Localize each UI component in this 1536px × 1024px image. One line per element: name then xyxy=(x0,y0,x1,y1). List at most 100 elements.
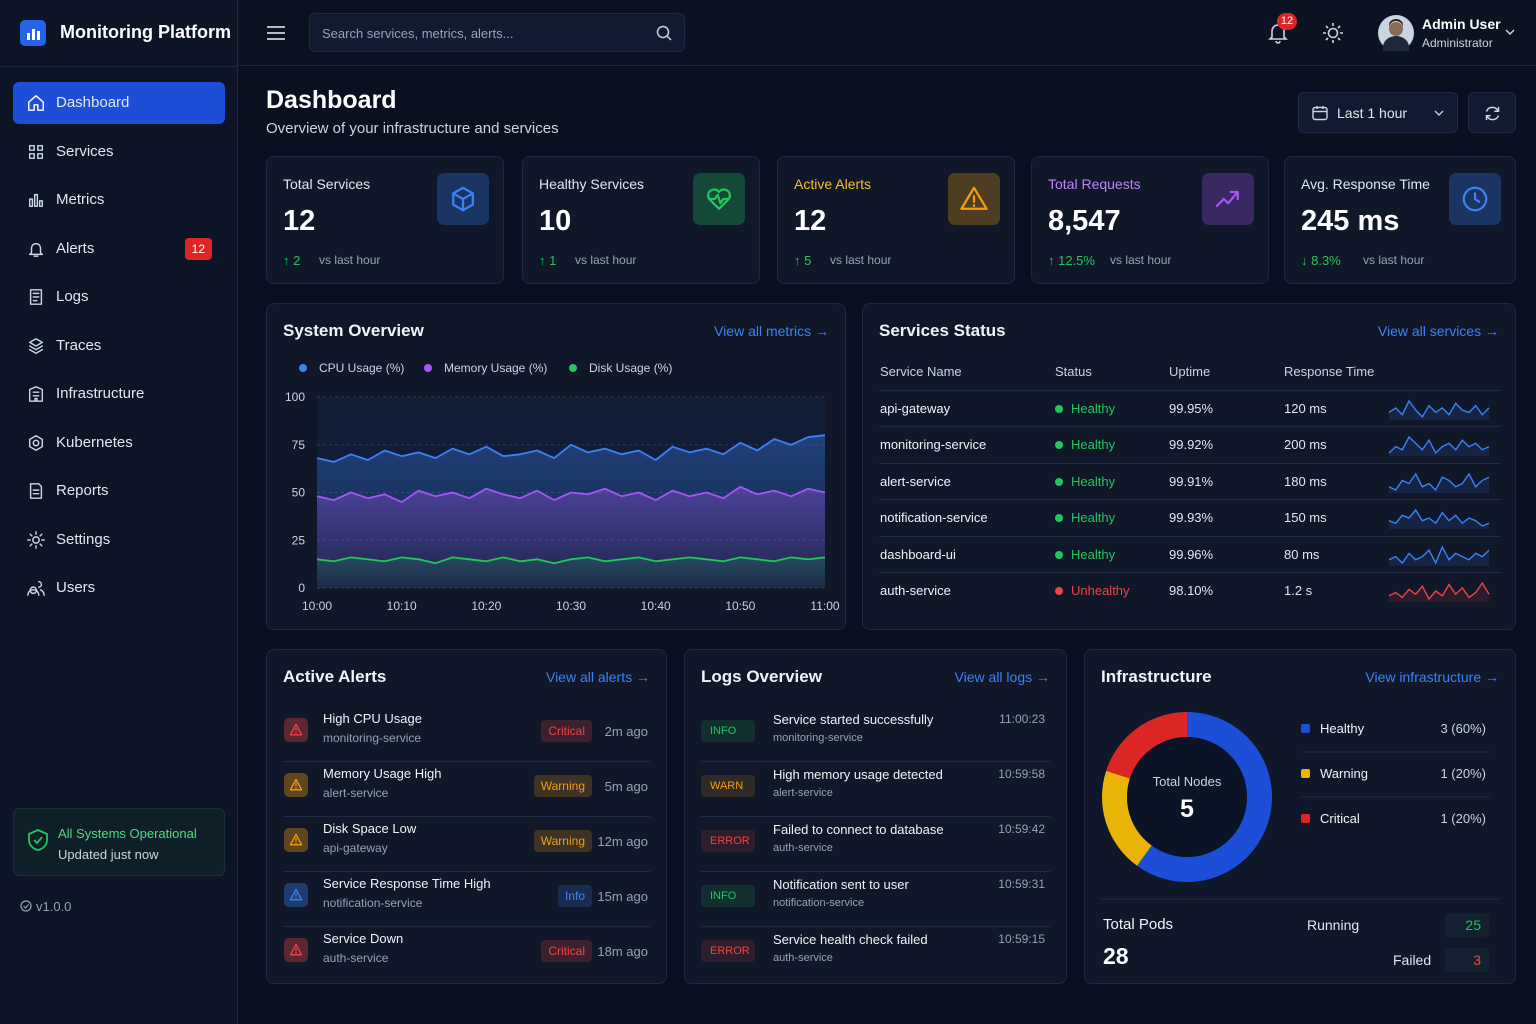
running-label: Running xyxy=(1307,917,1360,933)
icon-shape xyxy=(289,833,303,846)
menu-button[interactable] xyxy=(266,25,286,41)
log-time: 10:59:42 xyxy=(998,822,1045,836)
sparkline xyxy=(1388,399,1490,420)
nav-item[interactable]: Traces xyxy=(13,325,225,367)
log-service: notification-service xyxy=(773,897,865,909)
icon xyxy=(960,186,988,210)
stat-icon xyxy=(437,173,489,225)
donut-hole xyxy=(1127,737,1247,857)
panel-title: Active Alerts xyxy=(283,667,387,686)
stat-change: ↑ 12.5% xyxy=(1048,253,1095,268)
alert-service: monitoring-service xyxy=(323,731,422,745)
time-range-select[interactable]: Last 1 hour xyxy=(1298,92,1458,133)
uptime: 99.93% xyxy=(1169,510,1214,526)
severity-badge: Warning xyxy=(533,830,592,852)
alert-icon xyxy=(284,773,308,797)
alert-icon xyxy=(284,718,308,742)
nav-item[interactable]: Infrastructure xyxy=(13,373,225,415)
panel-link[interactable]: View all alerts → xyxy=(545,669,650,685)
response-time: 1.2 s xyxy=(1284,583,1313,598)
sparkline-line xyxy=(1388,399,1490,419)
stat-note: vs last hour xyxy=(575,253,637,267)
icon xyxy=(289,833,303,846)
stat-note: vs last hour xyxy=(319,253,381,267)
refresh-button[interactable] xyxy=(1468,92,1516,133)
icon-shape xyxy=(27,530,45,549)
user-name: Admin User xyxy=(1422,16,1501,32)
icon-shape xyxy=(289,723,303,736)
nav-item[interactable]: Settings xyxy=(13,519,225,561)
infrastructure-panel: Healthy 3 (60%) Warning 1 (20%) Critical 1 (2… xyxy=(1084,649,1516,984)
alert-icon xyxy=(284,883,308,907)
icon-shape xyxy=(29,483,43,499)
row-divider xyxy=(879,426,1501,428)
nav-item[interactable]: Metrics xyxy=(13,179,225,221)
refresh-icon xyxy=(1485,106,1500,121)
nav-item[interactable]: Reports xyxy=(13,470,225,512)
legend-label: Healthy xyxy=(1320,721,1365,736)
panel-link[interactable]: View all logs → xyxy=(954,669,1050,685)
log-message: Service health check failed xyxy=(773,932,928,947)
uptime: 99.91% xyxy=(1169,473,1214,489)
theme-toggle[interactable] xyxy=(1322,22,1344,44)
stat-value: 10 xyxy=(539,205,572,237)
panel-link[interactable]: View all metrics → xyxy=(714,323,829,339)
alert-title: Service Down xyxy=(323,931,404,946)
alert-time: 18m ago xyxy=(597,944,648,959)
stat-change: ↓ 8.3% xyxy=(1301,253,1341,268)
icon xyxy=(289,723,303,736)
icon xyxy=(28,434,44,451)
user-role: Administrator xyxy=(1422,36,1493,50)
service-name: api-gateway xyxy=(880,401,951,416)
search-box[interactable]: Search services, metrics, alerts... xyxy=(309,13,685,52)
response-time: 150 ms xyxy=(1284,510,1327,526)
nav-item[interactable]: Alerts 12 xyxy=(13,228,225,270)
donut-segment xyxy=(1106,712,1187,779)
nav-item[interactable]: Dashboard xyxy=(13,82,225,124)
service-name: notification-service xyxy=(880,510,988,526)
icon-shape xyxy=(960,186,988,210)
log-time: 11:00:23 xyxy=(999,712,1045,726)
stat-icon xyxy=(693,173,745,225)
avatar[interactable] xyxy=(1378,15,1414,51)
nav-item[interactable]: Users xyxy=(13,567,225,609)
icon xyxy=(452,186,474,212)
x-tick-label: 10:20 xyxy=(471,599,501,613)
legend-label: CPU Usage (%) xyxy=(319,361,404,375)
legend-value: 1 (20%) xyxy=(1440,811,1486,826)
legend-swatch xyxy=(299,364,307,372)
status-dot xyxy=(1055,405,1063,413)
icon-shape xyxy=(27,580,45,596)
logs-overview-panel: Logs Overview View all logs → INFO Servic… xyxy=(684,649,1067,984)
alert-icon xyxy=(284,828,308,852)
log-service: auth-service xyxy=(773,952,833,964)
user-menu-caret[interactable] xyxy=(1505,29,1515,36)
system-overview-chart: 0 25 50 75 100 10:00 10:10 10:20 10:30 10:40 10:50… xyxy=(285,361,840,613)
divider xyxy=(0,66,238,67)
nav-badge: 12 xyxy=(184,237,212,260)
icon-shape xyxy=(28,95,44,111)
panel-link[interactable]: View infrastructure → xyxy=(1365,669,1499,685)
brand-logo xyxy=(20,20,46,46)
stat-note: vs last hour xyxy=(1110,253,1172,267)
sparkline xyxy=(1388,472,1490,493)
failed-label: Failed xyxy=(1393,952,1432,968)
nav-label: Metrics xyxy=(56,191,105,208)
panel-link[interactable]: View all services → xyxy=(1377,323,1499,339)
nav-item[interactable]: Services xyxy=(13,131,225,173)
stat-label: Healthy Services xyxy=(539,176,645,192)
alert-title: Memory Usage High xyxy=(323,766,442,781)
row-divider xyxy=(879,462,1501,464)
log-message: Service started successfully xyxy=(773,712,934,727)
icon-shape xyxy=(28,434,44,451)
response-time: 180 ms xyxy=(1284,473,1327,489)
column-header: Service Name xyxy=(880,364,962,379)
infrastructure-chart: Healthy 3 (60%) Warning 1 (20%) Critical 1 (2… xyxy=(1101,712,1499,900)
sparkline-area xyxy=(1389,437,1489,457)
nav-item[interactable]: Logs xyxy=(13,276,225,318)
y-tick-label: 0 xyxy=(298,581,305,595)
stat-change: ↑ 5 xyxy=(794,253,812,268)
alert-time: 2m ago xyxy=(604,724,648,739)
nav-item[interactable]: Kubernetes xyxy=(13,422,225,464)
service-name: dashboard-ui xyxy=(880,546,956,562)
